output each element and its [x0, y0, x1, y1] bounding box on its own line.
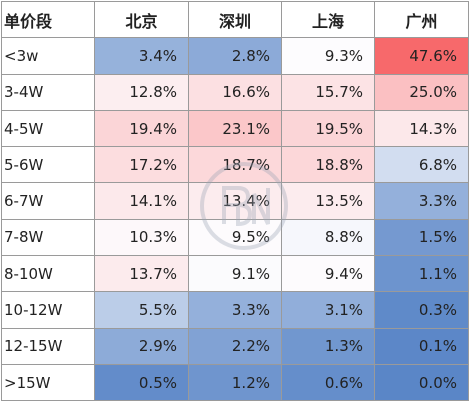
table-row: 3-4W 12.8% 16.6% 15.7% 25.0% — [1, 73, 469, 111]
column-header-shanghai: 上海 — [281, 0, 375, 39]
data-cell: 1.2% — [188, 363, 282, 402]
data-cell: 1.5% — [374, 218, 469, 257]
data-cell: 16.6% — [188, 73, 282, 111]
data-cell: 47.6% — [374, 37, 469, 75]
row-header: >15W — [1, 363, 95, 402]
table-row: >15W 0.5% 1.2% 0.6% 0.0% — [1, 363, 469, 402]
data-cell: 15.7% — [281, 73, 375, 111]
table-row: 5-6W 17.2% 18.7% 18.8% 6.8% — [1, 146, 469, 184]
data-cell: 6.8% — [374, 146, 469, 184]
data-cell: 2.8% — [188, 37, 282, 75]
table-row: 4-5W 19.4% 23.1% 19.5% 14.3% — [1, 109, 469, 148]
data-cell: 0.5% — [94, 363, 189, 402]
table-row: 12-15W 2.9% 2.2% 1.3% 0.1% — [1, 327, 469, 365]
table-row: 7-8W 10.3% 9.5% 8.8% 1.5% — [1, 218, 469, 257]
data-cell: 0.1% — [374, 327, 469, 365]
data-cell: 14.1% — [94, 182, 189, 220]
data-cell: 1.1% — [374, 255, 469, 293]
row-header: 5-6W — [1, 146, 95, 184]
data-cell: 25.0% — [374, 73, 469, 111]
heatmap-body: <3w 3.4% 2.8% 9.3% 47.6% 3-4W 12.8% 16.6% 15.7% 2… — [1, 37, 469, 402]
data-cell: 13.7% — [94, 255, 189, 293]
row-header: <3w — [1, 37, 95, 75]
data-cell: 14.3% — [374, 109, 469, 148]
data-cell: 0.3% — [374, 291, 469, 329]
data-cell: 8.8% — [281, 218, 375, 257]
column-header-guangzhou: 广州 — [374, 0, 469, 39]
data-cell: 23.1% — [188, 109, 282, 148]
data-cell: 19.4% — [94, 109, 189, 148]
heatmap-table: 单价段 北京 深圳 上海 广州 <3w 3.4% 2.8% 9.3% 47.6% 3-4W… — [1, 0, 469, 402]
data-cell: 3.1% — [281, 291, 375, 329]
row-header: 6-7W — [1, 182, 95, 220]
data-cell: 0.0% — [374, 363, 469, 402]
row-header: 7-8W — [1, 218, 95, 257]
column-header-shenzhen: 深圳 — [188, 0, 282, 39]
data-cell: 1.3% — [281, 327, 375, 365]
header-row: 单价段 北京 深圳 上海 广州 — [1, 0, 469, 39]
row-header: 4-5W — [1, 109, 95, 148]
column-header-beijing: 北京 — [94, 0, 189, 39]
table-row: <3w 3.4% 2.8% 9.3% 47.6% — [1, 37, 469, 75]
data-cell: 18.8% — [281, 146, 375, 184]
row-header: 3-4W — [1, 73, 95, 111]
row-header: 12-15W — [1, 327, 95, 365]
data-cell: 3.4% — [94, 37, 189, 75]
table-row: 8-10W 13.7% 9.1% 9.4% 1.1% — [1, 255, 469, 293]
table-row: 6-7W 14.1% 13.4% 13.5% 3.3% — [1, 182, 469, 220]
data-cell: 13.4% — [188, 182, 282, 220]
data-cell: 12.8% — [94, 73, 189, 111]
row-header: 10-12W — [1, 291, 95, 329]
data-cell: 9.1% — [188, 255, 282, 293]
data-cell: 9.4% — [281, 255, 375, 293]
data-cell: 18.7% — [188, 146, 282, 184]
data-cell: 9.5% — [188, 218, 282, 257]
data-cell: 19.5% — [281, 109, 375, 148]
data-cell: 5.5% — [94, 291, 189, 329]
data-cell: 10.3% — [94, 218, 189, 257]
data-cell: 9.3% — [281, 37, 375, 75]
table-row: 10-12W 5.5% 3.3% 3.1% 0.3% — [1, 291, 469, 329]
data-cell: 3.3% — [188, 291, 282, 329]
data-cell: 13.5% — [281, 182, 375, 220]
data-cell: 2.9% — [94, 327, 189, 365]
data-cell: 17.2% — [94, 146, 189, 184]
row-header: 8-10W — [1, 255, 95, 293]
data-cell: 2.2% — [188, 327, 282, 365]
corner-header: 单价段 — [1, 0, 95, 39]
data-cell: 0.6% — [281, 363, 375, 402]
data-cell: 3.3% — [374, 182, 469, 220]
